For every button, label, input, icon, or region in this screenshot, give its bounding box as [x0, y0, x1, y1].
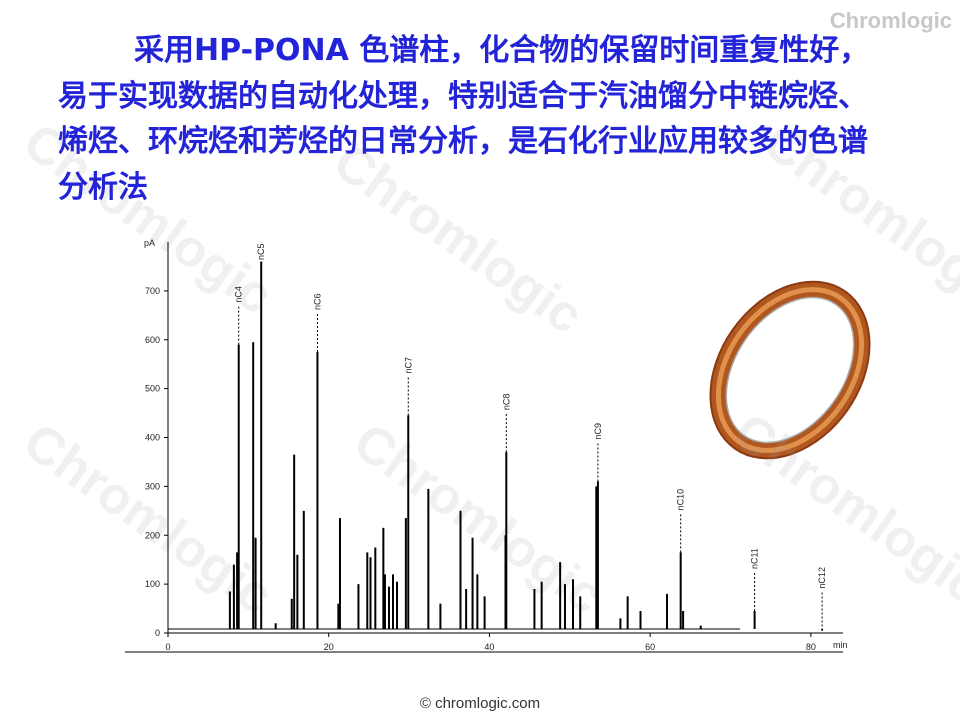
y-tick-label: 300: [145, 481, 160, 491]
peak-label: nC9: [593, 423, 603, 440]
x-axis-label: min: [833, 640, 848, 650]
y-tick-label: 600: [145, 335, 160, 345]
peak-label: nC10: [676, 489, 686, 511]
x-tick-label: 20: [324, 642, 334, 652]
peak-label: nC8: [501, 394, 511, 411]
watermark: Chromlogic: [723, 402, 960, 615]
y-tick-label: 0: [155, 628, 160, 638]
x-tick-label: 80: [806, 642, 816, 652]
peak-label: nC6: [312, 293, 322, 310]
coil: [709, 280, 871, 460]
x-tick-label: 0: [165, 642, 170, 652]
peak-label: nC12: [817, 567, 827, 589]
x-tick-label: 60: [645, 642, 655, 652]
watermark: Chromlogic: [13, 412, 283, 625]
logo: Chromlogic: [829, 8, 952, 33]
y-tick-label: 700: [145, 286, 160, 296]
peak-label: nC4: [234, 286, 244, 303]
peak-label: nC5: [256, 243, 266, 260]
y-tick-label: 400: [145, 433, 160, 443]
y-tick-label: 500: [145, 384, 160, 394]
y-axis-label: pA: [144, 238, 155, 248]
peak-label: nC11: [750, 548, 760, 569]
y-tick-label: 200: [145, 530, 160, 540]
y-tick-label: 100: [145, 579, 160, 589]
peak-label: nC7: [403, 357, 413, 374]
slide-text: 采用HP-PONA 色谱柱，化合物的保留时间重复性好，易于实现数据的自动化处理，…: [58, 33, 870, 205]
footer: © chromlogic.com: [419, 695, 541, 712]
x-tick-label: 40: [484, 642, 494, 652]
